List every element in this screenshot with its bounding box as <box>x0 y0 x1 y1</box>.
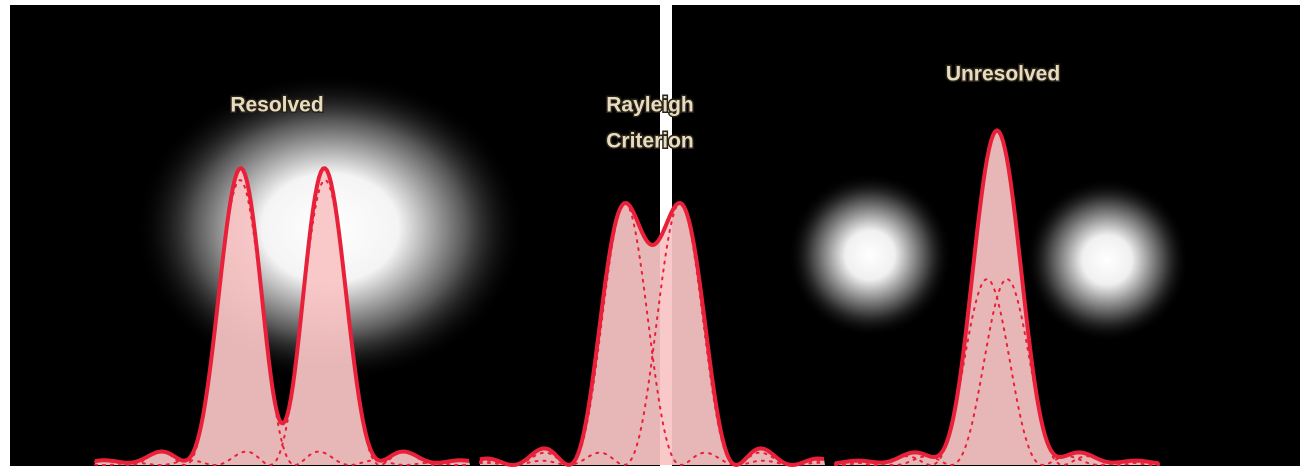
panel-label: Rayleigh <box>606 94 694 117</box>
panel-label: Criterion <box>606 130 694 153</box>
panel-label: Unresolved <box>946 63 1060 86</box>
glow <box>788 173 952 337</box>
glow <box>1025 178 1189 342</box>
panel-label: Resolved <box>230 94 323 117</box>
diffraction-figure: Resolved Rayleigh Criterion Unresolved <box>0 0 1306 475</box>
